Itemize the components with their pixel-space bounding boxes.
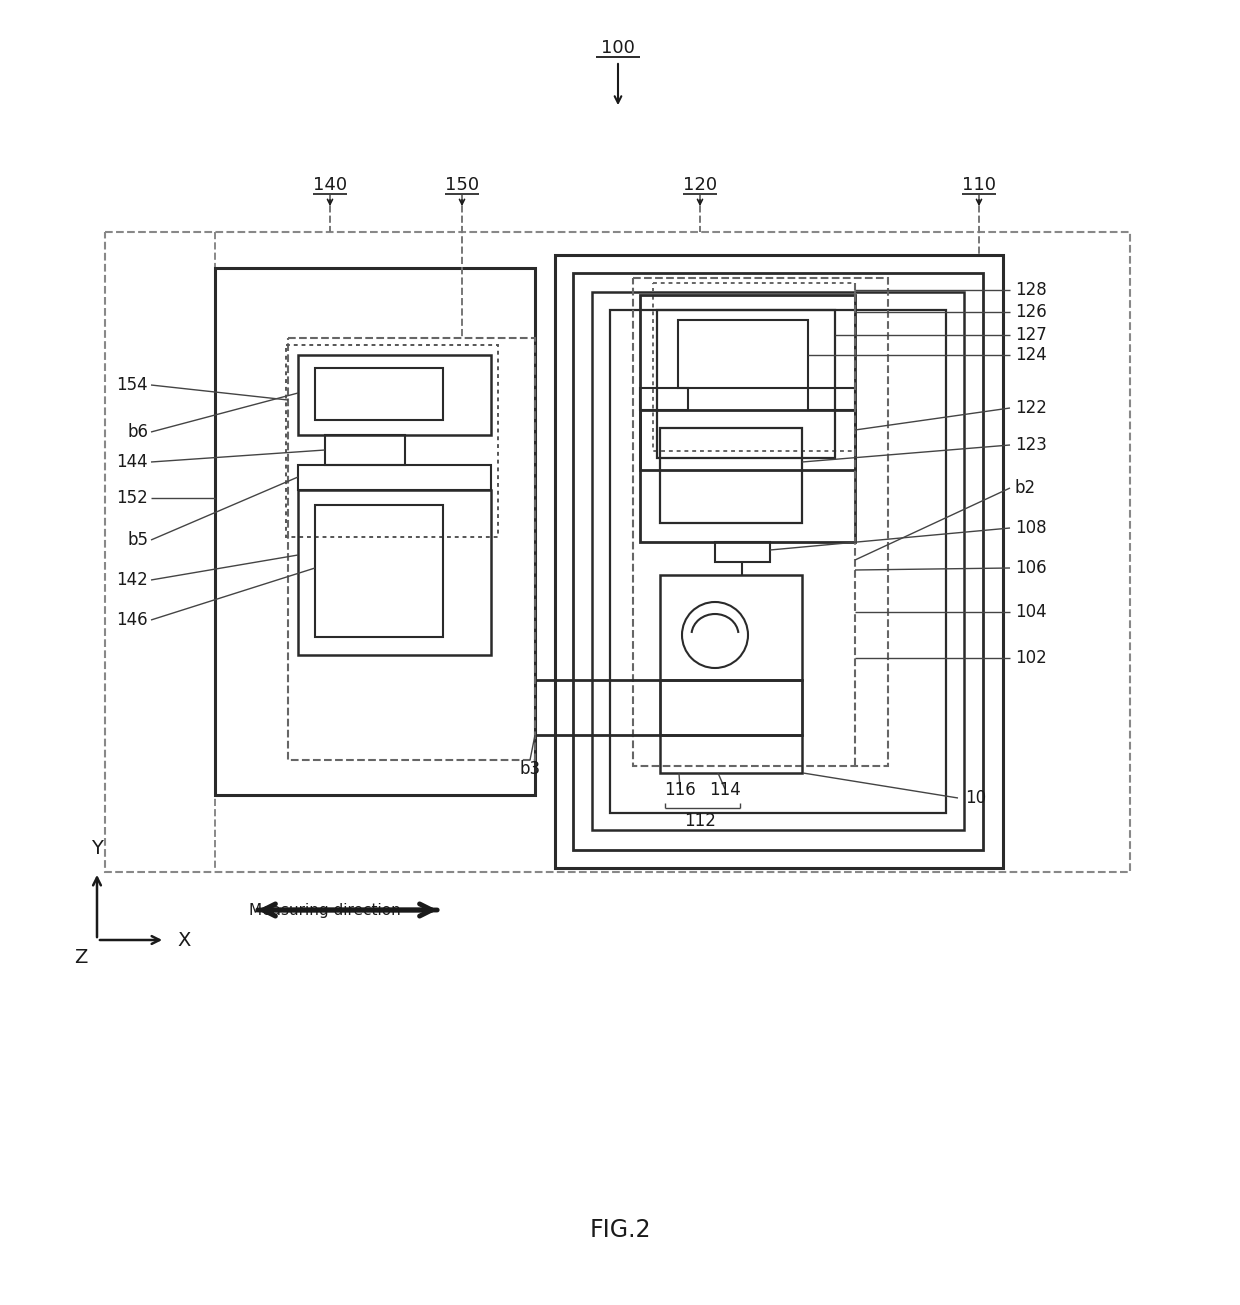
Bar [640, 295, 856, 470]
Bar [660, 576, 802, 680]
Bar [660, 735, 802, 773]
Text: b5: b5 [126, 531, 148, 549]
Text: 123: 123 [1016, 436, 1047, 454]
Bar [653, 283, 856, 452]
Bar [298, 489, 491, 655]
Text: b6: b6 [126, 423, 148, 441]
Bar [288, 338, 534, 760]
Bar [315, 505, 443, 637]
Text: 102: 102 [1016, 649, 1047, 667]
Text: 140: 140 [312, 176, 347, 194]
Text: 104: 104 [1016, 603, 1047, 621]
Text: 128: 128 [1016, 281, 1047, 299]
Bar [660, 680, 802, 735]
Bar [640, 410, 856, 542]
Bar [657, 311, 835, 458]
Text: 127: 127 [1016, 326, 1047, 345]
Text: Measuring direction: Measuring direction [249, 903, 401, 917]
Text: FIG.2: FIG.2 [589, 1218, 651, 1242]
Bar [715, 542, 770, 562]
Text: 146: 146 [117, 611, 148, 629]
Bar [610, 311, 946, 813]
Bar [556, 254, 1003, 868]
Bar [632, 278, 888, 766]
Text: 150: 150 [445, 176, 479, 194]
Text: 114: 114 [709, 780, 740, 799]
Bar [678, 320, 808, 388]
Text: 106: 106 [1016, 559, 1047, 577]
Text: 152: 152 [117, 489, 148, 508]
Text: 120: 120 [683, 176, 717, 194]
Text: 10: 10 [965, 790, 986, 806]
Bar [325, 435, 405, 465]
Bar [640, 388, 688, 410]
Text: 124: 124 [1016, 346, 1047, 364]
Bar [298, 355, 491, 435]
Bar [298, 465, 491, 489]
Text: Y: Y [91, 839, 103, 857]
Text: X: X [177, 930, 191, 950]
Text: 100: 100 [601, 39, 635, 57]
Bar [286, 345, 498, 536]
Bar [573, 273, 983, 850]
Text: 122: 122 [1016, 399, 1047, 418]
Text: 112: 112 [684, 812, 715, 830]
Text: 154: 154 [117, 376, 148, 394]
Bar [660, 428, 802, 523]
Text: 142: 142 [117, 572, 148, 589]
Bar [315, 368, 443, 420]
Bar [215, 268, 534, 795]
Text: 108: 108 [1016, 519, 1047, 536]
Text: 144: 144 [117, 453, 148, 471]
Text: 110: 110 [962, 176, 996, 194]
Bar [591, 292, 963, 830]
Bar [808, 388, 856, 410]
Text: 116: 116 [665, 780, 696, 799]
Text: 126: 126 [1016, 303, 1047, 321]
Text: Z: Z [73, 947, 87, 967]
Text: b3: b3 [520, 760, 541, 778]
Text: b2: b2 [1016, 479, 1037, 497]
Bar [105, 232, 1130, 872]
